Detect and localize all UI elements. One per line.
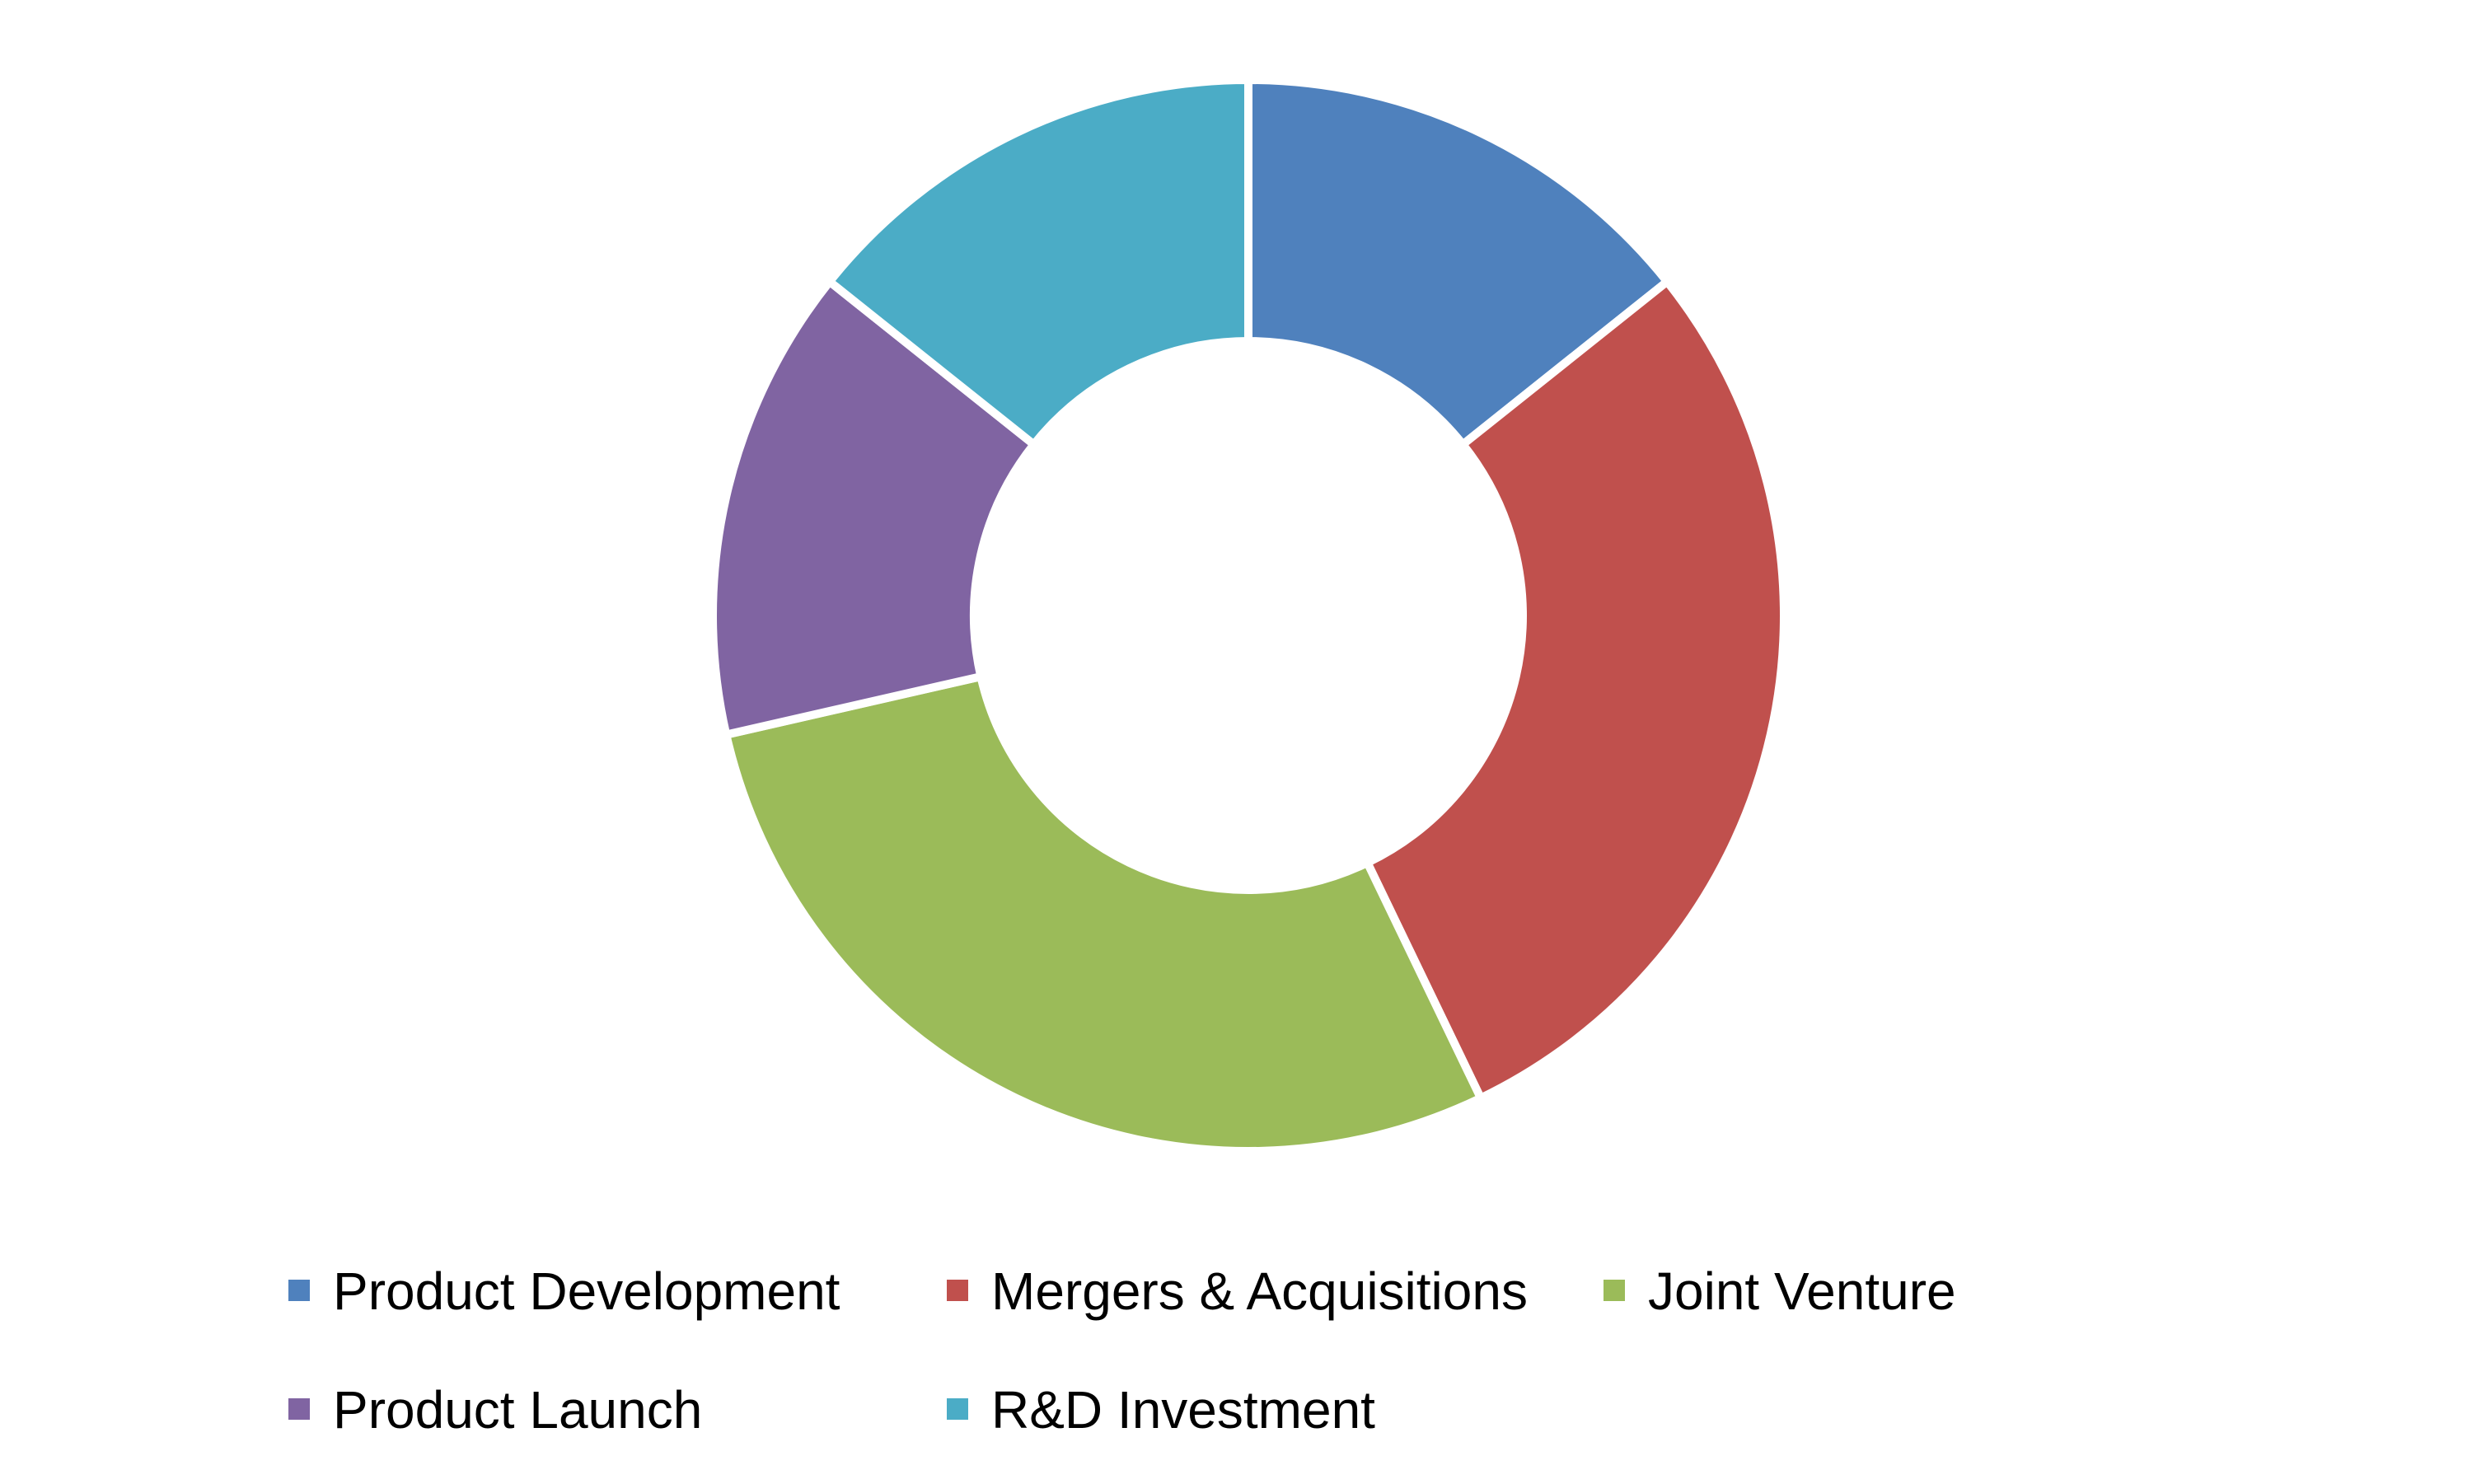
legend: Product Development Mergers & Acquisition… [288, 1262, 1956, 1440]
legend-swatch [288, 1398, 310, 1420]
legend-item: Product Development [288, 1262, 840, 1321]
slice-product-launch [709, 275, 1040, 740]
slices [709, 75, 1788, 1155]
legend-swatch [947, 1280, 968, 1301]
legend-swatch [288, 1280, 310, 1301]
legend-swatch [1604, 1280, 1625, 1301]
legend-label: Joint Venture [1648, 1262, 1956, 1321]
legend-label: Product Launch [333, 1380, 702, 1440]
legend-item: Joint Venture [1604, 1262, 1956, 1321]
slice-mergers-acquisitions [1361, 275, 1788, 1104]
legend-label: Mergers & Acquisitions [991, 1262, 1528, 1321]
legend-label: Product Development [333, 1262, 840, 1321]
legend-item: Mergers & Acquisitions [947, 1262, 1528, 1321]
legend-item: Product Launch [288, 1380, 702, 1440]
slice-r-d-investment [823, 75, 1252, 451]
slice-joint-venture [721, 672, 1486, 1155]
legend-item: R&D Investment [947, 1380, 1375, 1440]
legend-label: R&D Investment [991, 1380, 1375, 1440]
slice-product-development [1244, 75, 1674, 451]
legend-swatch [947, 1398, 968, 1420]
